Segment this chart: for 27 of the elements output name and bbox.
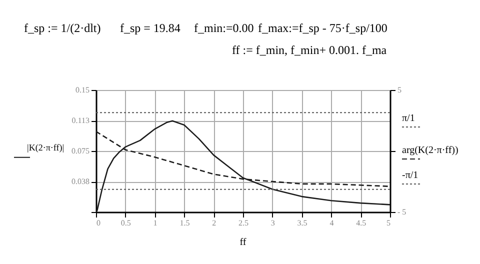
text: f_max:=f_sp - 75·f_sp/100 — [258, 21, 388, 35]
y-axis-title: |K(2·π·ff)| — [27, 142, 64, 152]
x-tick-label: 2.5 — [238, 218, 248, 228]
x-tick-label: 4.5 — [356, 218, 366, 228]
y2-axis-title: arg(K(2·π·ff)) — [402, 145, 458, 156]
x-tick-label: 1.5 — [180, 218, 190, 228]
y-tick-label: 0.15 — [76, 86, 90, 94]
x-tick-label: 1 — [153, 218, 158, 228]
y2-tick-label: 5 — [398, 86, 402, 94]
y-tick-label: 0.038 — [72, 177, 90, 186]
x-tick-label: 0 — [96, 218, 100, 228]
y-tick-label: 0.075 — [72, 146, 90, 156]
y-tick-label: 0.113 — [72, 116, 90, 125]
ref-line-label: -π/1 — [402, 170, 418, 181]
y2-tick-label: - 5 — [398, 208, 406, 216]
x-tick-label: 4 — [330, 218, 334, 228]
text: f_sp = 19.84 — [120, 21, 180, 35]
ref-line-label: π/1 — [402, 113, 415, 124]
text: ff := f_min, f_min+ 0.001. f_ma — [232, 43, 388, 57]
x-tick-label: 3 — [270, 218, 275, 228]
x-tick-label: 3.5 — [297, 218, 308, 228]
x-tick-label: 5 — [386, 218, 390, 228]
x-axis-title: ff — [240, 237, 247, 248]
text: f_sp := 1/(2·dlt) — [24, 21, 101, 35]
text: f_min:=0.00 — [194, 21, 254, 35]
x-tick-label: 2 — [212, 218, 216, 228]
x-tick-label: 0.5 — [120, 218, 131, 228]
